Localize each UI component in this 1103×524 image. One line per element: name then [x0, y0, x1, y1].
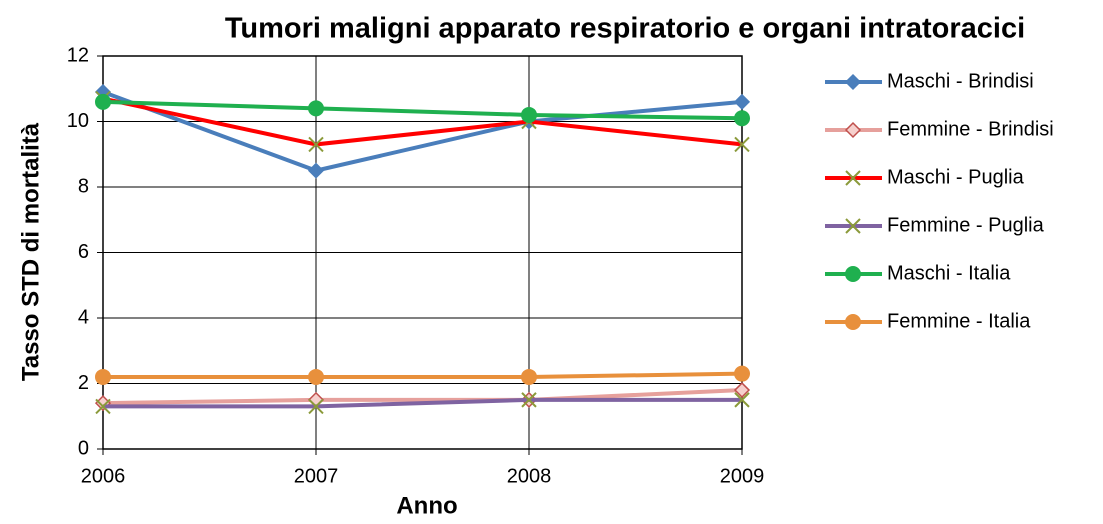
- y-tick-label: 12: [67, 44, 89, 66]
- y-axis-title: Tasso STD di mortalità: [17, 122, 44, 381]
- legend-label: Femmine - Puglia: [887, 214, 1045, 236]
- x-tick-label: 2008: [507, 465, 552, 487]
- series-line: [102, 388, 743, 406]
- marker: [521, 106, 537, 123]
- legend-entry: Femmine - Puglia: [825, 214, 1045, 236]
- y-tick-label: 8: [78, 175, 89, 197]
- y-tick-label: 0: [78, 437, 89, 459]
- y-tick-label: 6: [78, 241, 89, 263]
- marker: [308, 100, 324, 117]
- marker: [95, 93, 111, 110]
- marker: [845, 170, 861, 186]
- y-tick-label: 10: [67, 110, 89, 132]
- x-tick-label: 2009: [720, 465, 765, 487]
- legend-label: Maschi - Brindisi: [887, 70, 1034, 92]
- y-tick-label: 4: [78, 306, 89, 328]
- marker: [521, 392, 537, 408]
- marker: [308, 368, 324, 385]
- marker: [733, 381, 751, 399]
- marker: [521, 368, 537, 385]
- marker: [845, 266, 861, 282]
- chart-title: Tumori maligni apparato respiratorio e o…: [225, 13, 1025, 45]
- marker: [844, 73, 862, 91]
- marker: [845, 314, 861, 330]
- legend-label: Maschi - Puglia: [887, 166, 1025, 188]
- marker: [95, 368, 111, 385]
- series-line: [103, 371, 743, 379]
- series-line: [102, 90, 743, 173]
- series-line: [103, 397, 742, 409]
- marker: [734, 392, 750, 408]
- marker: [308, 136, 324, 153]
- marker: [734, 136, 750, 153]
- marker: [734, 365, 750, 382]
- series-line: [102, 96, 743, 147]
- series-line: [102, 99, 743, 121]
- marker: [844, 121, 862, 139]
- marker: [734, 110, 750, 127]
- legend-label: Maschi - Italia: [887, 262, 1011, 284]
- marker: [95, 398, 111, 415]
- y-tick-label: 2: [78, 372, 89, 394]
- x-tick-label: 2007: [294, 465, 339, 487]
- x-axis-title: Anno: [396, 492, 457, 519]
- legend-label: Femmine - Italia: [887, 310, 1031, 332]
- x-tick-label: 2006: [81, 465, 126, 487]
- marker: [307, 162, 325, 179]
- legend-label: Femmine - Brindisi: [887, 118, 1054, 140]
- marker: [308, 398, 324, 415]
- marker: [845, 218, 861, 234]
- marker: [733, 93, 751, 110]
- plot-frame: [102, 55, 743, 450]
